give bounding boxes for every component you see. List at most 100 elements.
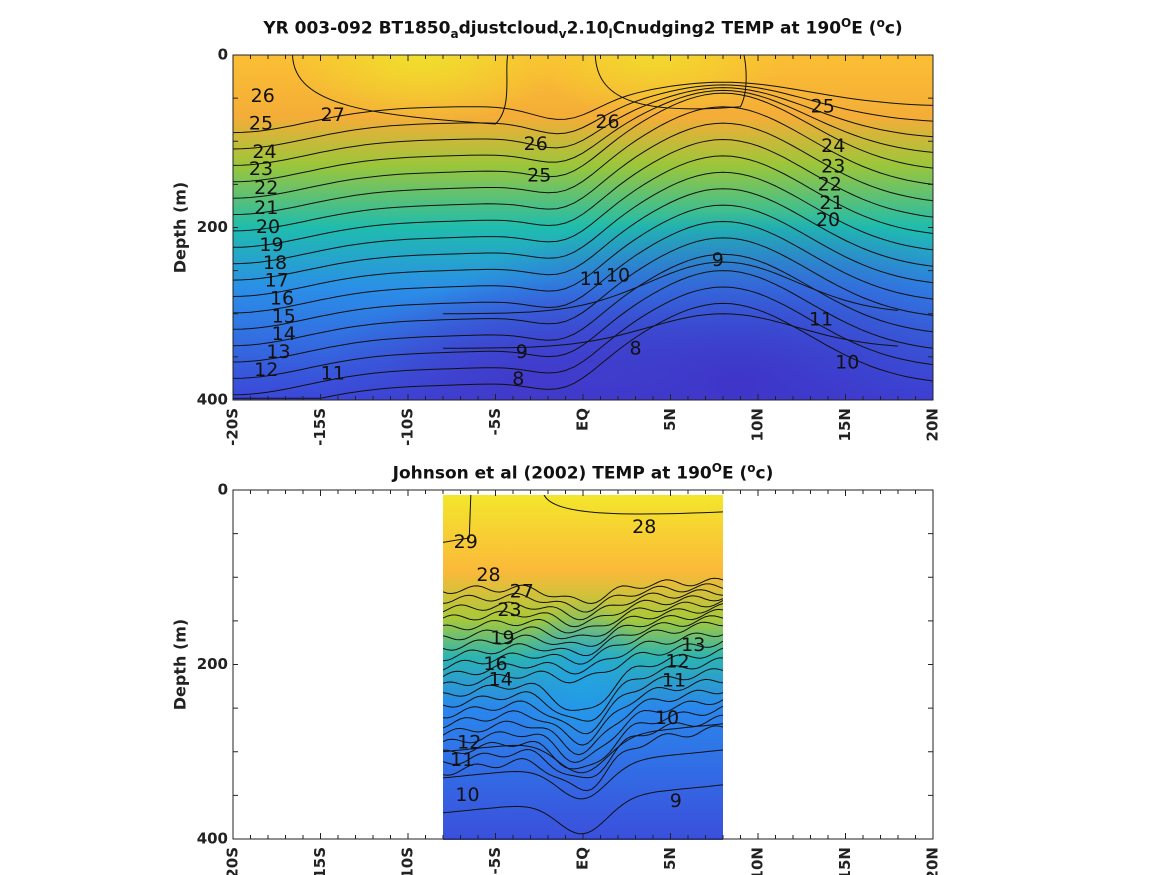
contour-label: 21 bbox=[819, 192, 843, 214]
isotherm-line bbox=[443, 600, 723, 634]
contour-label: 9 bbox=[712, 249, 724, 271]
contour-label: 23 bbox=[249, 158, 273, 180]
contour-label: 26 bbox=[595, 111, 619, 133]
contour-label: 27 bbox=[321, 104, 345, 126]
x-tick-label: 10N bbox=[749, 408, 767, 441]
x-tick-label: 5N bbox=[661, 408, 679, 431]
isotherm-line bbox=[233, 87, 933, 166]
y-tick-label: 400 bbox=[197, 830, 228, 848]
contour-label: 9 bbox=[516, 341, 528, 363]
contour-label: 21 bbox=[254, 197, 278, 219]
isotherm-line bbox=[443, 699, 723, 764]
isotherm-line bbox=[443, 313, 899, 349]
contour-label: 13 bbox=[266, 341, 290, 363]
isotherm-line bbox=[443, 632, 723, 678]
x-tick-label: 15N bbox=[836, 408, 854, 441]
x-tick-label: -5S bbox=[486, 847, 504, 874]
isotherm-line bbox=[443, 615, 723, 662]
x-tick-label: 10N bbox=[749, 847, 767, 875]
contour-label: 26 bbox=[524, 133, 548, 155]
x-tick-label: 20N bbox=[924, 408, 942, 441]
plot-top: -20S -15S -10S -5S EQ 5N 10N 15N 20N 0 200 400 26 25… bbox=[197, 46, 942, 446]
isotherm-line bbox=[233, 138, 933, 248]
contour-label: 23 bbox=[821, 156, 845, 178]
isotherm-line bbox=[443, 749, 723, 800]
isotherm-line bbox=[233, 270, 933, 379]
isotherm-line bbox=[233, 122, 933, 232]
y-tick-label: 0 bbox=[218, 46, 228, 64]
contour-label: 10 bbox=[835, 351, 859, 373]
isotherm-line bbox=[233, 92, 933, 199]
contour-label: 12 bbox=[254, 359, 278, 381]
isotherm-line bbox=[443, 714, 723, 779]
contour-label: 22 bbox=[254, 177, 278, 199]
isotherm-line bbox=[443, 657, 723, 722]
isotherm-line bbox=[233, 188, 933, 297]
isotherm-line bbox=[443, 668, 723, 735]
y-tick-label: 200 bbox=[197, 655, 228, 673]
isotherm-line bbox=[443, 589, 723, 621]
contour-label: 11 bbox=[662, 670, 686, 692]
x-tick-label: EQ bbox=[574, 408, 592, 431]
isotherm-line bbox=[594, 55, 747, 110]
contour-label: 10 bbox=[606, 264, 630, 286]
chart-title-top: YR 003-092 BT1850adjustcloudv2.10lCnudgi… bbox=[263, 16, 903, 42]
isotherm-line bbox=[443, 689, 723, 756]
isotherm-line bbox=[233, 286, 933, 396]
isotherm-line bbox=[443, 583, 723, 613]
contour-label: 14 bbox=[272, 323, 296, 345]
contour-label: 8 bbox=[629, 338, 641, 360]
isotherm-line bbox=[233, 106, 933, 216]
isotherm-line bbox=[443, 595, 723, 628]
contour-label: 10 bbox=[655, 707, 679, 729]
contour-label: 11 bbox=[809, 308, 833, 330]
isotherm-line bbox=[233, 302, 933, 399]
contour-label: 11 bbox=[580, 268, 604, 290]
contour-label: 14 bbox=[489, 669, 513, 691]
contour-label: 13 bbox=[681, 634, 705, 656]
contour-label: 20 bbox=[256, 216, 280, 238]
isotherm-line bbox=[233, 89, 933, 183]
isotherm-line bbox=[543, 495, 723, 515]
x-tick-label: EQ bbox=[574, 847, 592, 870]
isotherm-line bbox=[443, 678, 723, 746]
isotherm-line bbox=[233, 220, 933, 330]
isotherm-line bbox=[443, 647, 723, 711]
x-tick-label: 15N bbox=[836, 847, 854, 875]
isotherm-line bbox=[443, 725, 723, 792]
x-tick-label: -10S bbox=[399, 408, 417, 446]
contour-label: 12 bbox=[457, 732, 481, 754]
chart-title-bottom: Johnson et al (2002) TEMP at 190OE (oc) bbox=[392, 461, 774, 484]
contour-label: 26 bbox=[251, 85, 275, 107]
contour-label: 11 bbox=[450, 749, 474, 771]
contour-label: 20 bbox=[816, 209, 840, 231]
contour-label: 25 bbox=[249, 113, 273, 135]
isotherm-line bbox=[233, 155, 933, 265]
contour-label: 17 bbox=[265, 269, 289, 291]
contour-label: 18 bbox=[263, 252, 287, 274]
contour-label: 28 bbox=[476, 564, 500, 586]
isotherm-line bbox=[292, 55, 509, 125]
contour-label: 10 bbox=[455, 784, 479, 806]
isotherm-line bbox=[233, 204, 933, 314]
isotherm-line bbox=[443, 577, 723, 605]
contour-label: 12 bbox=[665, 650, 689, 672]
contour-label: 24 bbox=[821, 135, 845, 157]
y-tick-label: 0 bbox=[218, 481, 228, 499]
contour-label: 22 bbox=[818, 174, 842, 196]
isotherm-line bbox=[233, 237, 933, 347]
contour-label: 15 bbox=[272, 306, 296, 328]
plot-bottom: -20S -15S -10S -5S EQ 5N 10N 15N 20N 0 200 400 29 28… bbox=[197, 481, 942, 875]
isotherm-line bbox=[443, 261, 899, 315]
contour-label: 29 bbox=[454, 531, 478, 553]
contour-label: 28 bbox=[632, 516, 656, 538]
x-tick-label: -20S bbox=[224, 408, 242, 446]
y-tick-label: 200 bbox=[197, 218, 228, 236]
x-tick-label: 20N bbox=[924, 847, 942, 875]
contour-label: 8 bbox=[512, 368, 524, 390]
x-tick-label: -15S bbox=[311, 847, 329, 875]
contour-label: 9 bbox=[670, 790, 682, 812]
contour-label: 27 bbox=[510, 581, 534, 603]
x-tick-label: 5N bbox=[661, 847, 679, 870]
contour-label: 23 bbox=[497, 599, 521, 621]
